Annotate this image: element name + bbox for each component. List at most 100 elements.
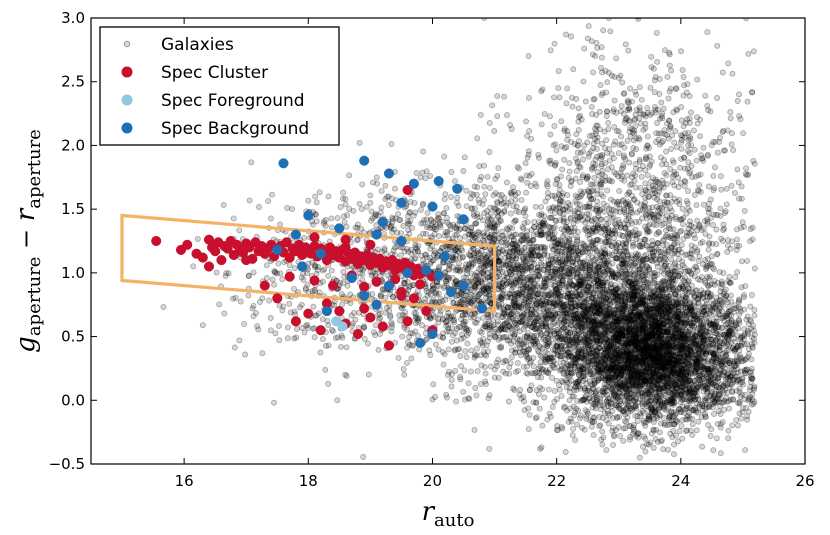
- galaxy-point: [729, 389, 736, 396]
- galaxy-point: [751, 307, 758, 313]
- galaxy-point: [639, 403, 646, 410]
- galaxy-point: [620, 437, 627, 444]
- galaxy-point: [736, 352, 743, 359]
- galaxy-point: [627, 382, 633, 389]
- galaxy-point: [565, 374, 572, 381]
- galaxy-point: [528, 382, 535, 389]
- galaxy-point: [647, 398, 654, 405]
- galaxy-point: [722, 343, 729, 350]
- galaxy-point: [627, 434, 634, 441]
- galaxy-point: [741, 306, 748, 313]
- galaxy-point: [682, 406, 689, 413]
- galaxy-point: [585, 410, 591, 417]
- galaxy-point: [744, 416, 750, 423]
- galaxy-point: [610, 415, 616, 422]
- galaxy-point: [659, 364, 666, 371]
- galaxy-point: [715, 378, 722, 384]
- galaxy-point: [633, 359, 640, 366]
- galaxy-point: [684, 356, 691, 363]
- galaxy-point: [642, 448, 649, 455]
- galaxy-point: [722, 312, 729, 319]
- galaxy-point: [722, 353, 729, 360]
- galaxy-point: [617, 353, 624, 359]
- galaxy-point: [667, 370, 674, 377]
- galaxy-point: [661, 328, 668, 335]
- galaxy-point: [716, 343, 723, 350]
- galaxy-point: [621, 342, 628, 349]
- galaxy-point: [624, 342, 631, 349]
- galaxy-point: [572, 437, 579, 444]
- galaxy-point: [591, 321, 598, 328]
- galaxy-point: [621, 349, 628, 355]
- galaxy-point: [570, 425, 577, 432]
- galaxy-point: [662, 360, 669, 367]
- galaxy-point: [651, 380, 658, 387]
- galaxy-point: [562, 449, 569, 455]
- galaxy-point: [738, 415, 745, 422]
- galaxy-point: [595, 370, 602, 377]
- galaxy-point: [713, 338, 720, 345]
- galaxy-point: [658, 438, 664, 445]
- galaxy-point: [612, 466, 617, 471]
- galaxy-point: [586, 387, 593, 394]
- galaxy-point: [693, 400, 700, 407]
- galaxy-point: [666, 414, 673, 421]
- galaxy-point: [603, 345, 610, 352]
- galaxy-point: [692, 393, 698, 399]
- galaxy-point: [658, 280, 665, 287]
- galaxy-point: [729, 331, 736, 338]
- galaxy-point: [633, 389, 640, 396]
- galaxy-point: [711, 410, 717, 417]
- galaxy-point: [632, 369, 639, 376]
- galaxy-point: [587, 353, 594, 360]
- galaxy-point: [705, 422, 712, 429]
- galaxy-point: [541, 394, 548, 401]
- galaxy-point: [651, 359, 658, 366]
- galaxy-point: [706, 366, 713, 373]
- galaxy-point: [510, 385, 517, 392]
- galaxy-point: [666, 317, 673, 324]
- galaxy-point: [637, 338, 643, 345]
- galaxy-point: [664, 422, 671, 429]
- galaxy-point: [640, 433, 647, 440]
- galaxy-point: [635, 430, 642, 437]
- galaxy-point: [622, 319, 629, 326]
- galaxy-point: [725, 397, 732, 404]
- galaxy-point: [740, 381, 747, 388]
- galaxy-point: [626, 328, 633, 335]
- galaxy-point: [675, 438, 681, 445]
- galaxy-point: [640, 409, 647, 416]
- galaxy-point: [693, 202, 700, 209]
- galaxy-point: [635, 366, 642, 373]
- galaxy-point: [599, 428, 606, 435]
- galaxy-point: [747, 238, 754, 245]
- galaxy-point: [658, 332, 665, 339]
- galaxy-point: [654, 381, 661, 388]
- galaxy-point: [685, 285, 692, 292]
- galaxy-point: [713, 435, 720, 442]
- galaxy-point: [670, 344, 677, 351]
- galaxy-point: [590, 432, 597, 439]
- galaxy-point: [738, 258, 745, 265]
- galaxy-point: [656, 388, 663, 395]
- galaxy-point: [670, 427, 677, 434]
- galaxy-point: [568, 354, 575, 361]
- galaxy-point: [713, 383, 720, 390]
- galaxy-point: [453, 398, 459, 405]
- galaxy-point: [699, 443, 706, 450]
- galaxy-point: [567, 415, 574, 422]
- galaxy-point: [707, 304, 714, 311]
- galaxy-point: [702, 329, 709, 335]
- galaxy-point: [537, 445, 544, 452]
- galaxy-point: [649, 237, 656, 244]
- galaxy-point: [679, 417, 686, 424]
- galaxy-point: [495, 356, 502, 363]
- galaxy-point: [744, 257, 751, 264]
- galaxy-point: [733, 417, 740, 424]
- galaxy-point: [693, 427, 700, 434]
- galaxy-point: [658, 375, 665, 382]
- galaxy-point: [663, 399, 670, 406]
- galaxy-point: [569, 336, 576, 343]
- galaxy-point: [710, 375, 717, 382]
- galaxy-point: [697, 371, 704, 378]
